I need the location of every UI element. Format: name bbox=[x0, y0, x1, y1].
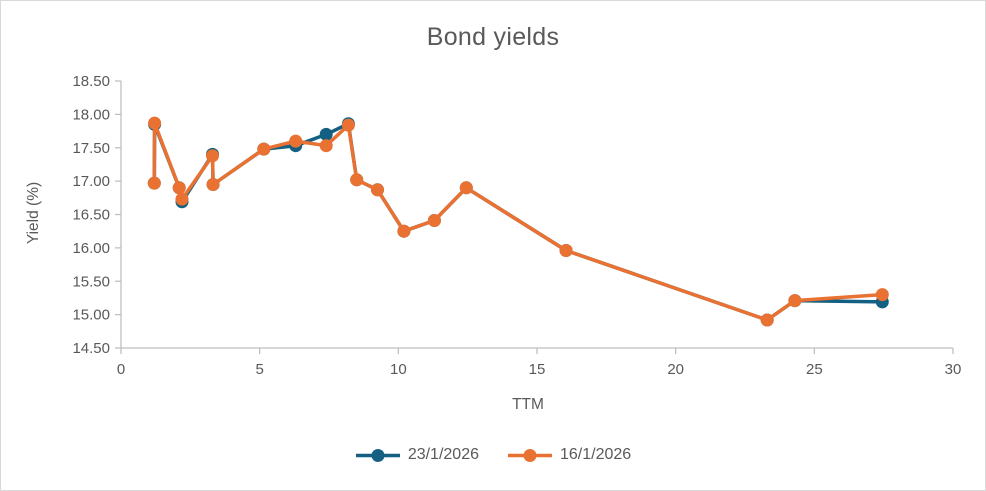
svg-text:14.50: 14.50 bbox=[72, 340, 110, 357]
svg-text:17.00: 17.00 bbox=[72, 173, 110, 190]
svg-text:30: 30 bbox=[945, 361, 962, 378]
svg-text:16.00: 16.00 bbox=[72, 240, 110, 257]
svg-text:25: 25 bbox=[806, 361, 823, 378]
svg-text:15: 15 bbox=[529, 361, 546, 378]
legend-marker-icon bbox=[355, 448, 400, 462]
svg-text:16.50: 16.50 bbox=[72, 207, 110, 224]
chart-title: Bond yields bbox=[426, 23, 560, 51]
svg-text:10: 10 bbox=[390, 361, 407, 378]
svg-text:0: 0 bbox=[117, 361, 125, 378]
x-axis-title: TTM bbox=[512, 396, 544, 413]
legend-label: 23/1/2026 bbox=[407, 446, 479, 463]
svg-text:18.00: 18.00 bbox=[72, 106, 110, 123]
y-axis-title: Yield (%) bbox=[25, 181, 42, 245]
legend-item-series-1[interactable]: 23/1/2026 bbox=[355, 446, 479, 464]
svg-text:15.50: 15.50 bbox=[72, 273, 110, 290]
svg-text:15.00: 15.00 bbox=[72, 307, 110, 324]
svg-text:20: 20 bbox=[667, 361, 684, 378]
legend-marker-icon bbox=[508, 448, 552, 462]
svg-text:17.50: 17.50 bbox=[72, 140, 110, 157]
legend-item-series-2[interactable]: 16/1/2026 bbox=[507, 446, 631, 464]
legend: 23/1/2026 16/1/2026 bbox=[1, 446, 985, 464]
legend-label: 16/1/2026 bbox=[560, 446, 632, 463]
svg-text:5: 5 bbox=[255, 361, 263, 378]
svg-text:18.50: 18.50 bbox=[72, 73, 110, 90]
